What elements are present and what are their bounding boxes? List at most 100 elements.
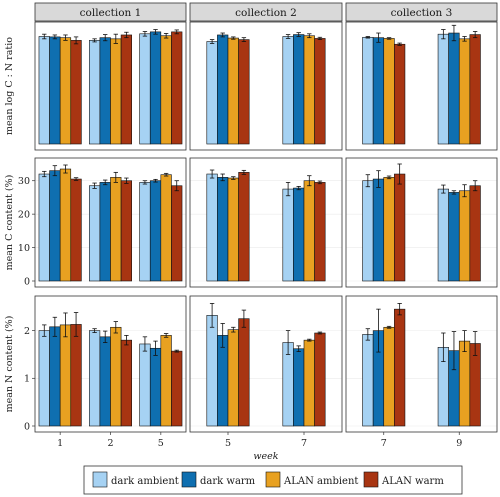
bar-alan-warm [70, 324, 82, 427]
bar-dark-ambient [206, 41, 218, 145]
bar-dark-ambient [89, 330, 101, 427]
bar-alan-ambient [160, 174, 172, 282]
y-tick-label: 0 [24, 421, 30, 432]
bar-alan-ambient [383, 326, 395, 427]
bar-alan-ambient [303, 180, 315, 282]
bar-alan-warm [171, 185, 183, 282]
legend-label: dark warm [200, 476, 256, 487]
y-axis-title: mean C content (%) [4, 175, 15, 271]
bar-dark-ambient [38, 330, 50, 427]
bar-dark-warm [372, 37, 385, 145]
bar-dark-warm [293, 34, 305, 145]
bar-alan-warm [394, 173, 406, 282]
bar-dark-warm [99, 37, 111, 145]
bar-alan-ambient [160, 335, 172, 427]
bar-dark-ambient [282, 36, 294, 145]
x-tick-label: 5 [225, 438, 231, 449]
bar-alan-ambient [303, 339, 315, 427]
y-axis-title: mean log C : N ratio [4, 37, 15, 135]
bar-dark-warm [293, 187, 305, 282]
x-tick-label: 2 [107, 438, 113, 449]
bar-dark-warm [217, 34, 229, 145]
facet-strip-label: collection 1 [80, 7, 142, 19]
bar-alan-ambient [110, 38, 122, 145]
bar-dark-warm [149, 347, 162, 427]
y-tick-label: 20 [18, 209, 30, 220]
bar-dark-warm [49, 36, 61, 145]
bar-alan-warm [120, 34, 132, 145]
bar-dark-ambient [362, 334, 374, 427]
bar-dark-ambient [362, 180, 374, 282]
y-tick-label: 0 [24, 276, 30, 287]
x-tick-label: 1 [57, 438, 63, 449]
bar-alan-warm [469, 34, 481, 145]
bar-alan-ambient [110, 326, 122, 427]
bar-alan-ambient [458, 190, 471, 282]
y-tick-label: 30 [18, 176, 30, 187]
bar-dark-warm [372, 178, 385, 282]
bar-dark-ambient [139, 182, 151, 282]
bar-dark-ambient [89, 40, 101, 145]
y-tick-label: 2 [24, 326, 30, 337]
bar-dark-warm [149, 31, 162, 145]
bar-dark-ambient [437, 33, 449, 145]
bar-alan-warm [469, 185, 481, 282]
bar-alan-warm [314, 38, 326, 145]
y-tick-label: 1 [24, 374, 30, 385]
facet-strip-label: collection 3 [391, 7, 453, 19]
bar-dark-warm [448, 192, 460, 282]
facet-strip-label: collection 2 [235, 7, 297, 19]
bar-alan-ambient [458, 340, 471, 427]
bar-alan-warm [314, 332, 326, 427]
legend-key [265, 471, 281, 488]
bar-alan-ambient [458, 38, 471, 145]
bar-dark-warm [293, 348, 305, 427]
bar-dark-ambient [38, 36, 50, 145]
bar-dark-ambient [89, 185, 101, 282]
bar-alan-warm [314, 182, 326, 282]
bar-alan-warm [394, 308, 406, 427]
bar-alan-ambient [59, 324, 72, 427]
bar-alan-warm [70, 178, 82, 282]
x-tick-label: 7 [301, 438, 307, 449]
bar-alan-warm [120, 339, 132, 427]
bar-dark-ambient [282, 188, 294, 282]
bar-alan-ambient [383, 38, 395, 145]
bar-dark-ambient [437, 188, 449, 282]
x-tick-label: 7 [381, 438, 387, 449]
bar-dark-warm [217, 177, 229, 282]
bar-alan-ambient [160, 35, 172, 145]
bar-alan-ambient [227, 177, 239, 282]
bar-alan-warm [171, 350, 183, 427]
bar-alan-warm [394, 43, 406, 145]
bar-dark-warm [49, 326, 61, 427]
bar-alan-warm [469, 343, 481, 427]
y-tick-label: 10 [18, 243, 30, 254]
bar-dark-ambient [206, 315, 218, 427]
bar-dark-warm [99, 336, 111, 427]
bar-alan-warm [238, 318, 250, 427]
bar-dark-warm [149, 180, 162, 282]
bar-alan-ambient [110, 177, 122, 282]
bar-dark-ambient [362, 36, 374, 145]
facet-strip [345, 2, 498, 22]
bar-dark-ambient [139, 33, 151, 145]
bar-dark-ambient [38, 173, 50, 282]
bar-alan-ambient [227, 37, 239, 145]
bar-alan-ambient [303, 35, 315, 145]
facet-strip [34, 2, 187, 22]
bar-alan-ambient [59, 37, 72, 145]
legend-key [181, 471, 197, 488]
bar-alan-ambient [59, 168, 72, 282]
x-tick-label: 9 [456, 438, 462, 449]
y-axis-title: mean N content (%) [4, 316, 15, 413]
legend-label: ALAN warm [381, 476, 444, 487]
bar-dark-ambient [206, 173, 218, 282]
bar-dark-warm [448, 32, 460, 145]
legend-key [92, 471, 108, 488]
bar-alan-warm [120, 180, 132, 282]
bar-dark-warm [99, 182, 111, 282]
legend-label: dark ambient [111, 476, 179, 487]
bar-alan-warm [238, 39, 250, 145]
